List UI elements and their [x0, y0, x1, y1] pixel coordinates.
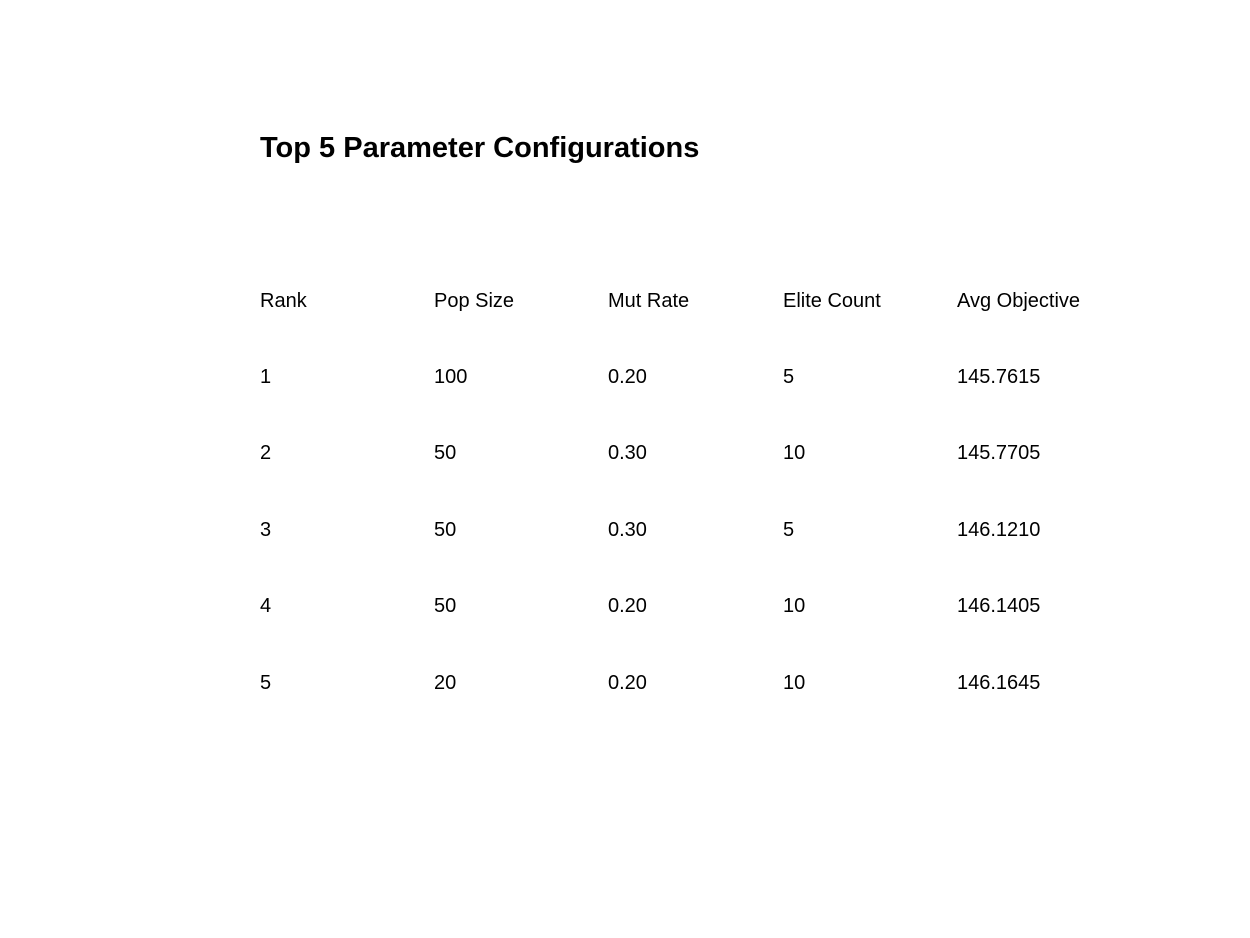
cell-avg-objective: 146.1405 — [957, 595, 1041, 617]
table-row: 3 50 0.30 5 146.1210 — [260, 516, 1160, 544]
cell-rank: 2 — [260, 442, 272, 464]
cell-pop-size: 50 — [434, 519, 457, 541]
cell-pop-size: 20 — [434, 672, 457, 694]
cell-elite-count: 10 — [783, 595, 806, 617]
cell-avg-objective: 145.7705 — [957, 442, 1041, 464]
cell-mut-rate: 0.20 — [608, 595, 647, 617]
cell-avg-objective: 145.7615 — [957, 366, 1041, 388]
cell-rank: 5 — [260, 672, 272, 694]
table-row: 4 50 0.20 10 146.1405 — [260, 592, 1160, 620]
column-header-avg-objective: Avg Objective — [957, 290, 1081, 312]
column-header-mut-rate: Mut Rate — [608, 290, 690, 312]
cell-pop-size: 50 — [434, 595, 457, 617]
table-row: 5 20 0.20 10 146.1645 — [260, 669, 1160, 697]
cell-rank: 3 — [260, 519, 272, 541]
cell-rank: 1 — [260, 366, 272, 388]
table-row: 1 100 0.20 5 145.7615 — [260, 363, 1160, 391]
table-row: 2 50 0.30 10 145.7705 — [260, 439, 1160, 467]
column-header-pop-size: Pop Size — [434, 290, 515, 312]
cell-elite-count: 10 — [783, 442, 806, 464]
column-header-rank: Rank — [260, 290, 307, 312]
cell-elite-count: 5 — [783, 366, 795, 388]
table-title: Top 5 Parameter Configurations — [260, 132, 700, 164]
cell-avg-objective: 146.1210 — [957, 519, 1041, 541]
cell-mut-rate: 0.20 — [608, 366, 647, 388]
cell-elite-count: 5 — [783, 519, 795, 541]
cell-mut-rate: 0.20 — [608, 672, 647, 694]
column-header-elite-count: Elite Count — [783, 290, 881, 312]
table-header-row: Rank Pop Size Mut Rate Elite Count Avg O… — [260, 287, 1160, 315]
cell-rank: 4 — [260, 595, 272, 617]
cell-avg-objective: 146.1645 — [957, 672, 1041, 694]
cell-pop-size: 50 — [434, 442, 457, 464]
cell-pop-size: 100 — [434, 366, 468, 388]
cell-elite-count: 10 — [783, 672, 806, 694]
cell-mut-rate: 0.30 — [608, 442, 647, 464]
cell-mut-rate: 0.30 — [608, 519, 647, 541]
